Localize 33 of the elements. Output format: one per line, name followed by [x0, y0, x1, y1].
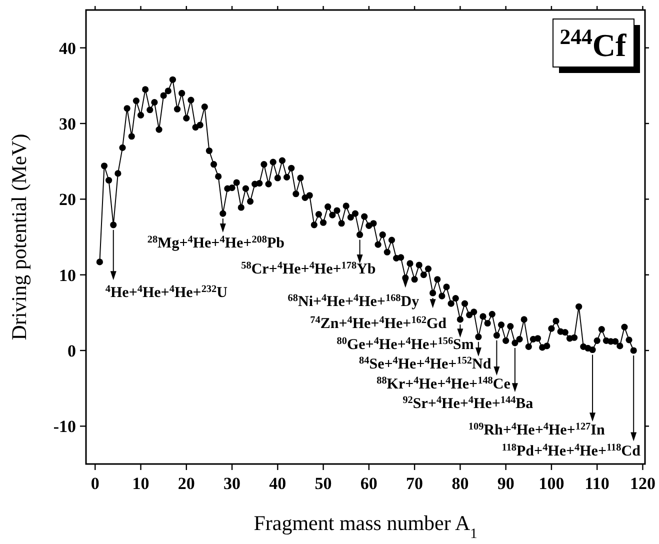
x-tick-label: 60: [360, 474, 378, 493]
x-tick-label: 0: [90, 474, 100, 493]
annotation: $^{84}$Se+$^{4}$He+$^{4}$He+$^{152}$Nd: [359, 355, 492, 373]
y-tick-label: -10: [53, 417, 76, 436]
annotation: $^{28}$Mg+$^{4}$He+$^{4}$He+$^{208}$Pb: [147, 234, 284, 252]
text: $^{244}$Cf: [560, 25, 627, 63]
x-tick-label: 80: [452, 474, 469, 493]
annotation: $^{118}$Pd+$^{4}$He+$^{4}$He+$^{118}$Cd: [502, 442, 642, 460]
x-tick-label: 100: [538, 474, 564, 493]
x-tick-label: 120: [630, 474, 656, 493]
annotation: $^{109}$Rh+$^{4}$He+$^{4}$He+$^{127}$In: [468, 420, 606, 438]
x-axis-title: Fragment mass number A$_{1}$: [254, 511, 478, 542]
x-tick-label: 70: [406, 474, 424, 493]
x-tick-label: 30: [224, 474, 241, 493]
annotation: $^{92}$Sr+$^{4}$He+$^{4}$He+$^{144}$Ba: [402, 394, 534, 412]
annotation: $^{80}$Ge+$^{4}$He+$^{4}$He+$^{156}$Sm: [336, 335, 474, 353]
y-tick-label: 10: [59, 266, 76, 285]
annotation: $^{4}$He+$^{4}$He+$^{4}$He+$^{232}$U: [105, 283, 228, 301]
annotation: $^{88}$Kr+$^{4}$He+$^{4}$He+$^{148}$Ce: [376, 374, 511, 392]
x-tick-label: 20: [178, 474, 195, 493]
y-axis-title: Driving potential (MeV): [7, 134, 31, 340]
y-tick-label: 30: [59, 114, 76, 134]
x-tick-label: 40: [269, 474, 286, 493]
y-tick-label: 20: [59, 190, 76, 210]
y-tick-label: 0: [68, 342, 76, 360]
x-tick-label: 10: [132, 474, 150, 493]
x-tick-label: 50: [314, 474, 332, 493]
annotation: $^{58}$Cr+$^{4}$He+$^{4}$He+$^{178}$Yb: [241, 260, 376, 278]
annotation: $^{74}$Zn+$^{4}$He+$^{4}$He+$^{162}$Gd: [310, 314, 448, 332]
y-tick-label: 40: [59, 38, 76, 58]
x-tick-label: 110: [584, 474, 610, 493]
annotation: $^{68}$Ni+$^{4}$He+$^{4}$He+$^{168}$Dy: [288, 292, 420, 310]
x-tick-label: 90: [497, 474, 514, 493]
